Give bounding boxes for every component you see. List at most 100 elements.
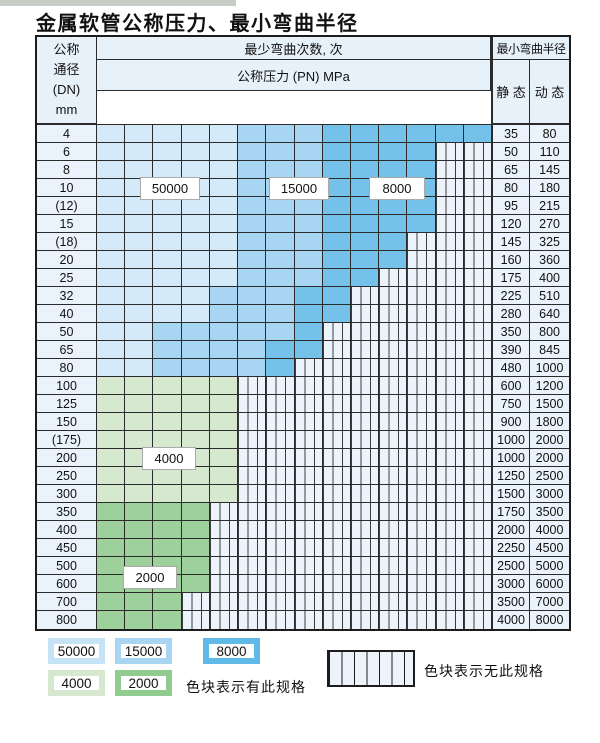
- cell-spec: [181, 341, 210, 359]
- cell-spec: [153, 233, 182, 251]
- cell-no-spec: [266, 431, 295, 449]
- header-min-bend-cycles: 最少弯曲次数, 次: [97, 37, 491, 60]
- cell-spec: [294, 323, 323, 341]
- dn-line-4: mm: [55, 102, 78, 117]
- cell-spec: [181, 359, 210, 377]
- cell-no-spec: [238, 377, 267, 395]
- cell-spec: [97, 377, 126, 395]
- cell-no-spec: [209, 593, 239, 611]
- cell-spec: [379, 251, 408, 269]
- cell-no-spec: [322, 485, 351, 503]
- dn-line-1: 公称: [53, 42, 80, 57]
- cell-spec: [350, 161, 380, 179]
- dynamic-radius-value: 360: [530, 251, 570, 269]
- table-row-dn-40: 40 280 640: [37, 305, 570, 323]
- cell-spec: [266, 323, 295, 341]
- static-radius-value: 4000: [491, 611, 531, 629]
- zone-label-4000: 4000: [142, 447, 196, 470]
- cell-spec: [97, 269, 126, 287]
- cell-no-spec: [435, 611, 464, 629]
- dynamic-radius-value: 3000: [530, 485, 570, 503]
- cell-no-spec: [435, 575, 464, 593]
- cell-spec: [125, 521, 154, 539]
- cell-no-spec: [266, 395, 295, 413]
- legend-swatch-2000: 2000: [115, 670, 172, 696]
- cell-spec: [125, 431, 154, 449]
- cell-no-spec: [379, 521, 408, 539]
- cell-no-spec: [463, 161, 493, 179]
- table-row-dn-32: 32 225 510: [37, 287, 570, 305]
- cell-spec: [181, 503, 210, 521]
- cell-no-spec: [463, 485, 493, 503]
- cell-spec: [181, 575, 210, 593]
- hose-spec-table: 公称 通径 (DN) mm 最少弯曲次数, 次 公称压力 (PN) MPa 0.…: [35, 35, 571, 631]
- dynamic-radius-value: 800: [530, 323, 570, 341]
- static-radius-value: 80: [491, 179, 531, 197]
- cell-no-spec: [463, 377, 493, 395]
- cell-spec: [266, 125, 295, 143]
- cell-no-spec: [379, 323, 408, 341]
- cell-no-spec: [379, 287, 408, 305]
- cell-spec: [350, 233, 380, 251]
- cell-no-spec: [350, 431, 380, 449]
- cell-spec: [97, 395, 126, 413]
- table-row-dn-20: 20 160 360: [37, 251, 570, 269]
- cell-spec: [125, 233, 154, 251]
- cell-no-spec: [294, 593, 323, 611]
- cell-spec: [181, 467, 210, 485]
- cell-no-spec: [350, 485, 380, 503]
- cell-spec: [181, 233, 210, 251]
- cell-no-spec: [435, 215, 464, 233]
- dynamic-radius-value: 6000: [530, 575, 570, 593]
- cell-no-spec: [294, 431, 323, 449]
- table-row-dn-500: 500 2500 5000: [37, 557, 570, 575]
- cell-no-spec: [407, 593, 436, 611]
- cell-no-spec: [209, 503, 239, 521]
- cell-spec: [209, 269, 239, 287]
- dynamic-radius-value: 215: [530, 197, 570, 215]
- cell-no-spec: [379, 503, 408, 521]
- cell-no-spec: [266, 557, 295, 575]
- cell-no-spec: [407, 611, 436, 629]
- cell-spec: [153, 359, 182, 377]
- dynamic-radius-value: 110: [530, 143, 570, 161]
- cell-no-spec: [463, 593, 493, 611]
- cell-spec: [379, 197, 408, 215]
- cell-no-spec: [181, 611, 210, 629]
- cell-no-spec: [322, 377, 351, 395]
- cell-no-spec: [350, 395, 380, 413]
- cell-spec: [153, 611, 182, 629]
- table-row-dn-18: (18) 145 325: [37, 233, 570, 251]
- table-row-dn-80: 80 480 1000: [37, 359, 570, 377]
- cell-no-spec: [294, 413, 323, 431]
- dn-value: 350: [37, 503, 97, 521]
- dn-value: 400: [37, 521, 97, 539]
- cell-no-spec: [379, 557, 408, 575]
- cell-no-spec: [238, 431, 267, 449]
- static-radius-value: 160: [491, 251, 531, 269]
- dn-value: 25: [37, 269, 97, 287]
- cell-spec: [181, 197, 210, 215]
- cell-spec: [294, 287, 323, 305]
- cell-spec: [294, 251, 323, 269]
- cell-spec: [97, 233, 126, 251]
- cell-spec: [125, 377, 154, 395]
- cell-spec: [350, 215, 380, 233]
- dn-value: 40: [37, 305, 97, 323]
- cell-no-spec: [435, 161, 464, 179]
- cell-no-spec: [209, 557, 239, 575]
- cell-spec: [209, 179, 239, 197]
- cell-no-spec: [463, 323, 493, 341]
- cell-no-spec: [379, 449, 408, 467]
- cell-spec: [266, 251, 295, 269]
- cell-no-spec: [294, 557, 323, 575]
- cell-spec: [238, 215, 267, 233]
- cell-no-spec: [350, 287, 380, 305]
- cell-no-spec: [379, 377, 408, 395]
- zone-label-2000: 2000: [123, 566, 177, 589]
- cell-spec: [238, 251, 267, 269]
- cell-no-spec: [350, 449, 380, 467]
- cell-spec: [153, 251, 182, 269]
- legend-swatch-15000: 15000: [115, 638, 172, 664]
- cell-no-spec: [294, 377, 323, 395]
